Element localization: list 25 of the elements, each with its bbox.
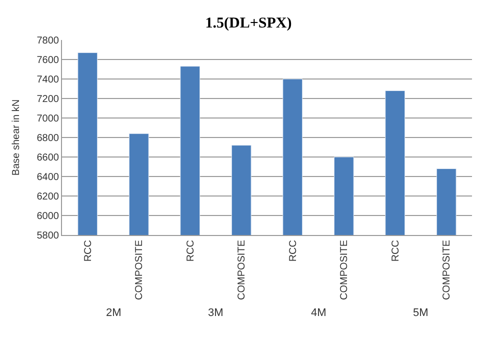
- x-tick-label: COMPOSITE: [236, 240, 248, 300]
- y-tick-label: 5800: [36, 230, 60, 242]
- x-tick-label: RCC: [390, 240, 402, 262]
- y-tick-label: 6800: [36, 133, 60, 144]
- y-axis-title: Base shear in kN: [10, 99, 22, 176]
- y-tick-label: 6600: [36, 152, 60, 164]
- y-tick-label: 6200: [36, 192, 60, 202]
- text: 5M: [413, 307, 428, 319]
- chart-title: 1.5(DL+SPX): [205, 16, 292, 32]
- x-tick-label: RCC: [82, 240, 94, 262]
- y-tick-label: 6000: [36, 211, 60, 222]
- x-tick-label: COMPOSITE: [442, 240, 453, 300]
- text: 2M: [106, 307, 122, 319]
- y-tick-label: 7000: [36, 114, 60, 124]
- x-tick-label: COMPOSITE: [339, 240, 350, 300]
- y-tick-label: 7600: [36, 55, 60, 66]
- y-tick-label: 6400: [36, 172, 60, 183]
- x-tick-label: RCC: [288, 240, 299, 262]
- y-tick-label: 7400: [36, 74, 60, 86]
- x-tick-label: COMPOSITE: [134, 240, 146, 300]
- text: 3M: [208, 307, 224, 319]
- x-tick-label: RCC: [185, 240, 196, 262]
- y-tick-label: 7200: [36, 94, 60, 105]
- text: 4M: [311, 307, 326, 319]
- y-tick-label: 7800: [36, 36, 60, 46]
